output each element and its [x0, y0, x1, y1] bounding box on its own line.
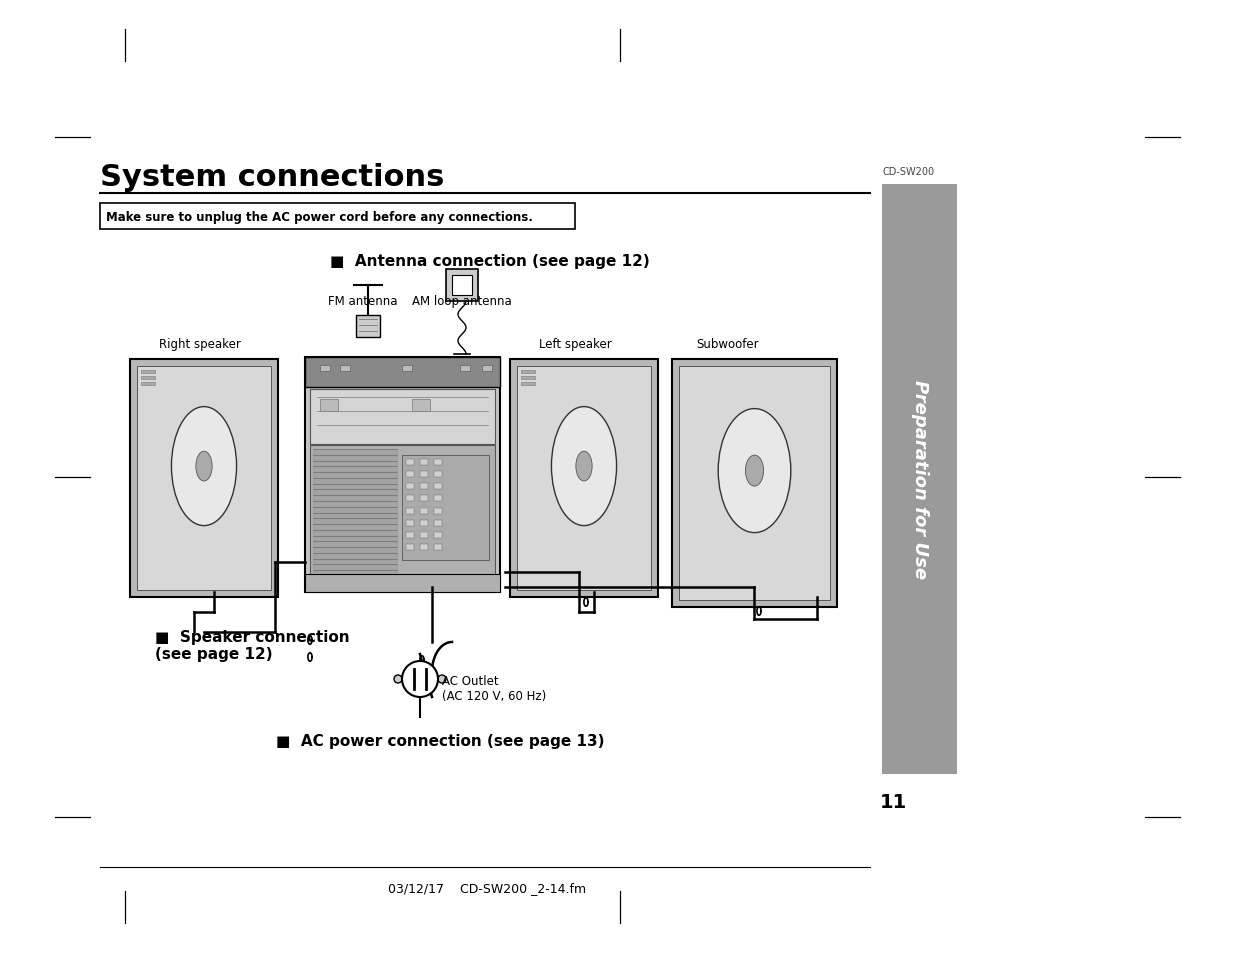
- Bar: [320, 399, 338, 412]
- Bar: [406, 472, 414, 477]
- Circle shape: [403, 661, 438, 698]
- Bar: [420, 496, 429, 502]
- Text: AC Outlet
(AC 120 V, 60 Hz): AC Outlet (AC 120 V, 60 Hz): [442, 675, 546, 702]
- Bar: [412, 399, 430, 412]
- Bar: [433, 508, 442, 514]
- Bar: [433, 484, 442, 490]
- Bar: [433, 520, 442, 526]
- Bar: [433, 459, 442, 465]
- Bar: [672, 359, 837, 607]
- Ellipse shape: [576, 452, 592, 481]
- Bar: [406, 459, 414, 465]
- Bar: [433, 544, 442, 550]
- Bar: [882, 185, 957, 774]
- Bar: [406, 520, 414, 526]
- Text: 03/12/17    CD-SW200 _2-14.fm: 03/12/17 CD-SW200 _2-14.fm: [388, 882, 587, 894]
- Bar: [452, 275, 472, 295]
- Bar: [403, 366, 412, 372]
- Bar: [406, 484, 414, 490]
- Bar: [420, 484, 429, 490]
- Text: AM loop antenna: AM loop antenna: [412, 295, 511, 308]
- Bar: [446, 270, 478, 302]
- Bar: [356, 315, 380, 337]
- Text: FM antenna: FM antenna: [329, 295, 398, 308]
- Bar: [521, 376, 535, 379]
- Bar: [141, 382, 156, 386]
- Bar: [679, 367, 830, 600]
- Bar: [433, 496, 442, 502]
- Bar: [130, 359, 278, 598]
- Text: 11: 11: [879, 792, 906, 811]
- Bar: [459, 366, 471, 372]
- Bar: [482, 366, 492, 372]
- Circle shape: [394, 676, 403, 683]
- Circle shape: [438, 676, 446, 683]
- Bar: [406, 508, 414, 514]
- Bar: [340, 366, 350, 372]
- Text: Subwoofer: Subwoofer: [697, 338, 760, 351]
- Bar: [137, 367, 270, 590]
- Bar: [305, 357, 500, 388]
- Text: Preparation for Use: Preparation for Use: [910, 380, 929, 579]
- Bar: [420, 520, 429, 526]
- Bar: [420, 472, 429, 477]
- Text: Make sure to unplug the AC power cord before any connections.: Make sure to unplug the AC power cord be…: [106, 211, 532, 223]
- Bar: [310, 446, 495, 580]
- Text: ■  Speaker connection
(see page 12): ■ Speaker connection (see page 12): [156, 629, 350, 661]
- Bar: [521, 371, 535, 374]
- Bar: [521, 382, 535, 386]
- Text: Right speaker: Right speaker: [159, 338, 241, 351]
- Bar: [420, 459, 429, 465]
- Bar: [420, 544, 429, 550]
- Bar: [406, 532, 414, 538]
- Bar: [510, 359, 658, 598]
- Bar: [406, 544, 414, 550]
- Bar: [433, 472, 442, 477]
- Bar: [141, 371, 156, 374]
- Ellipse shape: [719, 409, 790, 533]
- Text: ■  AC power connection (see page 13): ■ AC power connection (see page 13): [275, 734, 604, 749]
- Ellipse shape: [172, 407, 237, 526]
- Text: ■  Antenna connection (see page 12): ■ Antenna connection (see page 12): [330, 254, 650, 269]
- Bar: [305, 575, 500, 593]
- Bar: [420, 532, 429, 538]
- Bar: [403, 456, 489, 560]
- Text: Left speaker: Left speaker: [538, 338, 611, 351]
- Bar: [433, 532, 442, 538]
- Bar: [320, 366, 330, 372]
- Ellipse shape: [746, 456, 763, 487]
- Bar: [305, 357, 500, 593]
- Bar: [141, 376, 156, 379]
- Bar: [310, 390, 495, 444]
- Ellipse shape: [552, 407, 616, 526]
- Bar: [100, 204, 576, 230]
- Text: System connections: System connections: [100, 163, 445, 192]
- Bar: [517, 367, 651, 590]
- Bar: [420, 508, 429, 514]
- Bar: [406, 496, 414, 502]
- Text: CD-SW200: CD-SW200: [882, 167, 934, 177]
- Ellipse shape: [196, 452, 212, 481]
